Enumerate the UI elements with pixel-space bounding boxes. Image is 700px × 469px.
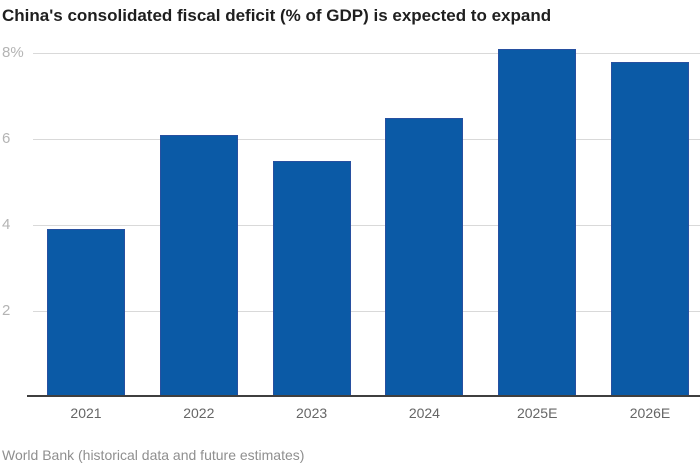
gridline-4 [33, 224, 700, 226]
y-axis-tick-label: 4 [2, 216, 11, 233]
y-axis-tick-label: 8% [2, 44, 24, 61]
x-axis-tick-label: 2023 [296, 405, 328, 421]
bar-2023 [272, 160, 351, 397]
y-axis-tick-label: 6 [2, 130, 11, 147]
x-axis-tick-label: 2025E [516, 405, 558, 421]
bar-2021 [47, 229, 125, 397]
x-axis-tick-label: 2026E [629, 405, 671, 421]
x-axis-line [27, 395, 700, 397]
bar-2024 [385, 117, 464, 397]
x-axis-tick-label: 2024 [408, 405, 440, 421]
bar-2022 [159, 134, 238, 397]
source-note: World Bank (historical data and future e… [2, 447, 305, 463]
x-axis-tick-label: 2021 [70, 405, 102, 421]
gridline-6 [33, 138, 700, 140]
x-axis-tick-label: 2022 [183, 405, 215, 421]
bar-2026E [611, 61, 689, 397]
y-axis-tick-label: 2 [2, 302, 11, 319]
chart-title: China's consolidated fiscal deficit (% o… [2, 6, 552, 25]
gridline-2 [33, 310, 700, 312]
gridline-8 [33, 52, 700, 54]
bar-2025E [498, 48, 577, 397]
